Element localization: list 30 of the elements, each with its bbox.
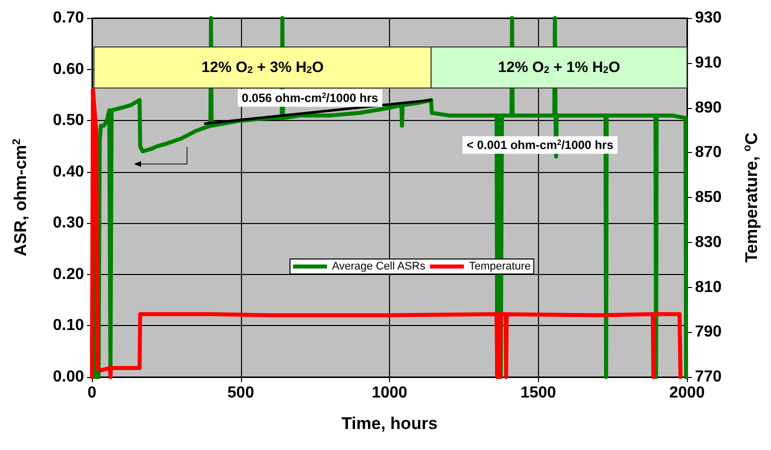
y2-tick-label: 830 bbox=[695, 234, 722, 251]
x-tick-label: 1000 bbox=[372, 384, 408, 402]
y2-tick-label: 810 bbox=[695, 278, 722, 296]
legend-label: Temperature bbox=[468, 260, 531, 272]
x-tick-label: 2000 bbox=[669, 384, 705, 402]
y2-tick-label: 890 bbox=[695, 99, 722, 116]
y2-tick-label: 770 bbox=[695, 368, 722, 386]
x-tick-label: 1500 bbox=[520, 384, 556, 402]
x-tick-label: 500 bbox=[227, 384, 254, 402]
x-axis-title: Time, hours bbox=[341, 414, 438, 433]
y2-tick-label: 930 bbox=[695, 10, 722, 26]
y-tick-label: 0.40 bbox=[52, 163, 84, 180]
y-tick-label: 0.60 bbox=[52, 60, 84, 78]
y-tick-label: 0.00 bbox=[52, 368, 84, 386]
y2-tick-label: 870 bbox=[695, 144, 722, 162]
y-tick-label: 0.30 bbox=[52, 214, 84, 232]
x-tick-label: 0 bbox=[88, 384, 97, 402]
legend-label: Average Cell ASRs bbox=[332, 260, 426, 272]
band-label: 12% O2 + 1% H2O bbox=[498, 59, 620, 76]
y2-tick-label: 850 bbox=[695, 189, 722, 206]
y-axis-title: ASR, ohm-cm2 bbox=[10, 138, 30, 256]
line-series bbox=[90, 88, 682, 379]
y-tick-label: 0.70 bbox=[52, 10, 84, 26]
y2-tick-label: 790 bbox=[695, 324, 722, 341]
y2-tick-label: 910 bbox=[695, 54, 722, 72]
y2-axis-title: Temperature, oC bbox=[742, 132, 761, 263]
y-tick-label: 0.20 bbox=[52, 266, 84, 283]
band-label: 12% O2 + 3% H2O bbox=[202, 59, 324, 76]
y-tick-label: 0.10 bbox=[52, 317, 84, 334]
y-tick-label: 0.50 bbox=[52, 112, 84, 130]
